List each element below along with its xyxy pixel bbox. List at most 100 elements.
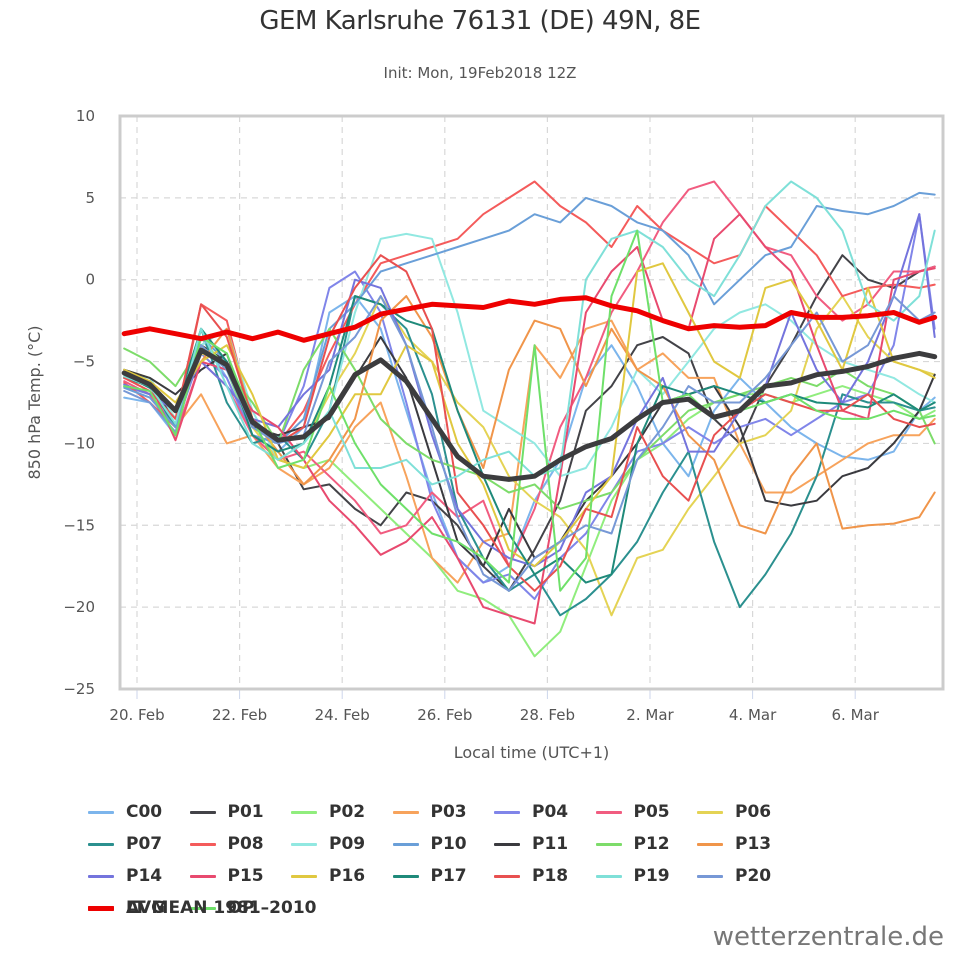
legend-label: P03 <box>430 802 467 822</box>
legend-label: P15 <box>227 866 264 886</box>
legend-label: P12 <box>633 834 670 854</box>
legend-item-p05[interactable]: P05 <box>595 800 670 824</box>
legend-item-p19[interactable]: P19 <box>595 864 670 888</box>
legend-item-p17[interactable]: P17 <box>392 864 467 888</box>
series-line-p11[interactable] <box>123 336 936 568</box>
x-tick-label: 24. Feb <box>315 706 370 724</box>
legend-item-p08[interactable]: P08 <box>189 832 264 856</box>
x-tick-label: 26. Feb <box>417 706 472 724</box>
legend-label: P13 <box>735 834 772 854</box>
y-tick-label: 10 <box>76 107 95 125</box>
legend-label: P07 <box>126 834 163 854</box>
series-line-lt-mean-1981-2010[interactable] <box>121 295 938 343</box>
legend-swatch <box>392 842 419 846</box>
legend-label: C00 <box>126 802 163 822</box>
x-tick-label: 22. Feb <box>212 706 267 724</box>
legend-item-p15[interactable]: P15 <box>189 864 264 888</box>
legend-label: OP <box>227 898 255 918</box>
y-tick-label: 5 <box>85 189 95 207</box>
legend-label: P08 <box>227 834 264 854</box>
legend-swatch <box>697 842 723 846</box>
legend-swatch <box>189 906 216 910</box>
legend-label: P09 <box>329 834 366 854</box>
y-tick-label: −10 <box>63 434 95 452</box>
legend-label: P16 <box>329 866 366 886</box>
x-tick-label: 4. Mar <box>729 706 777 724</box>
series-line-p16[interactable] <box>123 262 936 568</box>
legend-swatch <box>494 842 520 846</box>
legend-label: P19 <box>633 866 670 886</box>
chart-title: GEM Karlsruhe 76131 (DE) 49N, 8E <box>259 6 701 36</box>
legend-item-p13[interactable]: P13 <box>697 832 771 856</box>
legend-item-op[interactable]: OP <box>189 896 255 920</box>
legend-item-c00[interactable]: C00 <box>88 800 162 824</box>
legend-swatch <box>88 874 114 878</box>
legend-item-p14[interactable]: P14 <box>88 864 162 888</box>
legend-label: P06 <box>735 802 772 822</box>
legend-item-p07[interactable]: P07 <box>88 832 162 856</box>
legend-item-lt-mean-1981-2010[interactable]: LT MEAN 1981–2010 <box>88 896 317 920</box>
legend-label: P05 <box>633 802 670 822</box>
legend-label: AVG <box>126 898 166 918</box>
legend-item-p18[interactable]: P18 <box>494 864 568 888</box>
legend-label: P01 <box>227 802 264 822</box>
legend-label: P17 <box>430 866 467 886</box>
legend-swatch <box>595 874 622 878</box>
y-axis-title: 850 hPa Temp. (°C) <box>25 325 44 479</box>
legend-swatch <box>595 842 622 846</box>
plot-border <box>118 114 945 691</box>
series-line-p10[interactable] <box>123 191 936 445</box>
x-tick-label: 28. Feb <box>520 706 575 724</box>
legend-swatch <box>88 810 114 814</box>
legend-item-p10[interactable]: P10 <box>392 832 467 856</box>
x-tick-label: 6. Mar <box>832 706 880 724</box>
series-line-op[interactable] <box>123 229 936 592</box>
legend-label: P14 <box>126 866 163 886</box>
y-tick-label: −5 <box>73 353 95 371</box>
legend-item-p16[interactable]: P16 <box>291 864 365 888</box>
series-line-p17[interactable] <box>123 295 936 584</box>
legend-label: P11 <box>532 834 569 854</box>
legend-item-p20[interactable]: P20 <box>697 864 771 888</box>
legend-swatch <box>494 874 520 878</box>
chart-svg: 10 5 0 −5 −10 −15 −20 −25 20. Feb 22. Feb 24. Feb… <box>25 107 945 762</box>
legend-label: P10 <box>430 834 467 854</box>
legend-label: LT MEAN 1981–2010 <box>126 898 317 918</box>
legend-swatch <box>697 874 723 878</box>
legend-swatch <box>392 810 419 814</box>
legend-swatch <box>494 810 520 814</box>
legend-label: P18 <box>532 866 569 886</box>
legend-swatch <box>291 810 317 814</box>
x-tick-label: 20. Feb <box>109 706 164 724</box>
y-tick-label: 0 <box>85 271 95 289</box>
series-line-avg[interactable] <box>121 347 938 482</box>
legend-swatch <box>189 842 216 846</box>
legend-item-p04[interactable]: P04 <box>494 800 568 824</box>
legend-item-p02[interactable]: P02 <box>291 800 365 824</box>
legend-item-p12[interactable]: P12 <box>595 832 670 856</box>
legend-label: P20 <box>735 866 772 886</box>
legend-swatch <box>595 810 622 814</box>
legend-swatch <box>189 874 216 878</box>
series-line-p05[interactable] <box>123 180 936 568</box>
x-axis-title: Local time (UTC+1) <box>454 743 610 762</box>
legend-swatch <box>392 874 419 878</box>
legend-item-p06[interactable]: P06 <box>697 800 771 824</box>
y-tick-label: −25 <box>63 680 95 698</box>
credit-watermark: wetterzentrale.de <box>712 922 944 952</box>
y-tick-label: −15 <box>63 516 95 534</box>
chart-subtitle: Init: Mon, 19Feb2018 12Z <box>383 64 577 82</box>
legend-item-p09[interactable]: P09 <box>291 832 365 856</box>
x-tick-label: 2. Mar <box>626 706 674 724</box>
legend-swatch <box>697 810 723 814</box>
legend-swatch <box>88 842 114 846</box>
series-line-p20[interactable] <box>123 295 936 592</box>
legend-item-p11[interactable]: P11 <box>494 832 568 856</box>
legend-item-p03[interactable]: P03 <box>392 800 467 824</box>
legend-swatch <box>189 810 216 814</box>
series-line-p09[interactable] <box>123 232 936 478</box>
legend-swatch <box>291 842 317 846</box>
legend-item-p01[interactable]: P01 <box>189 800 264 824</box>
y-tick-label: −20 <box>63 598 95 616</box>
legend-label: P04 <box>532 802 569 822</box>
